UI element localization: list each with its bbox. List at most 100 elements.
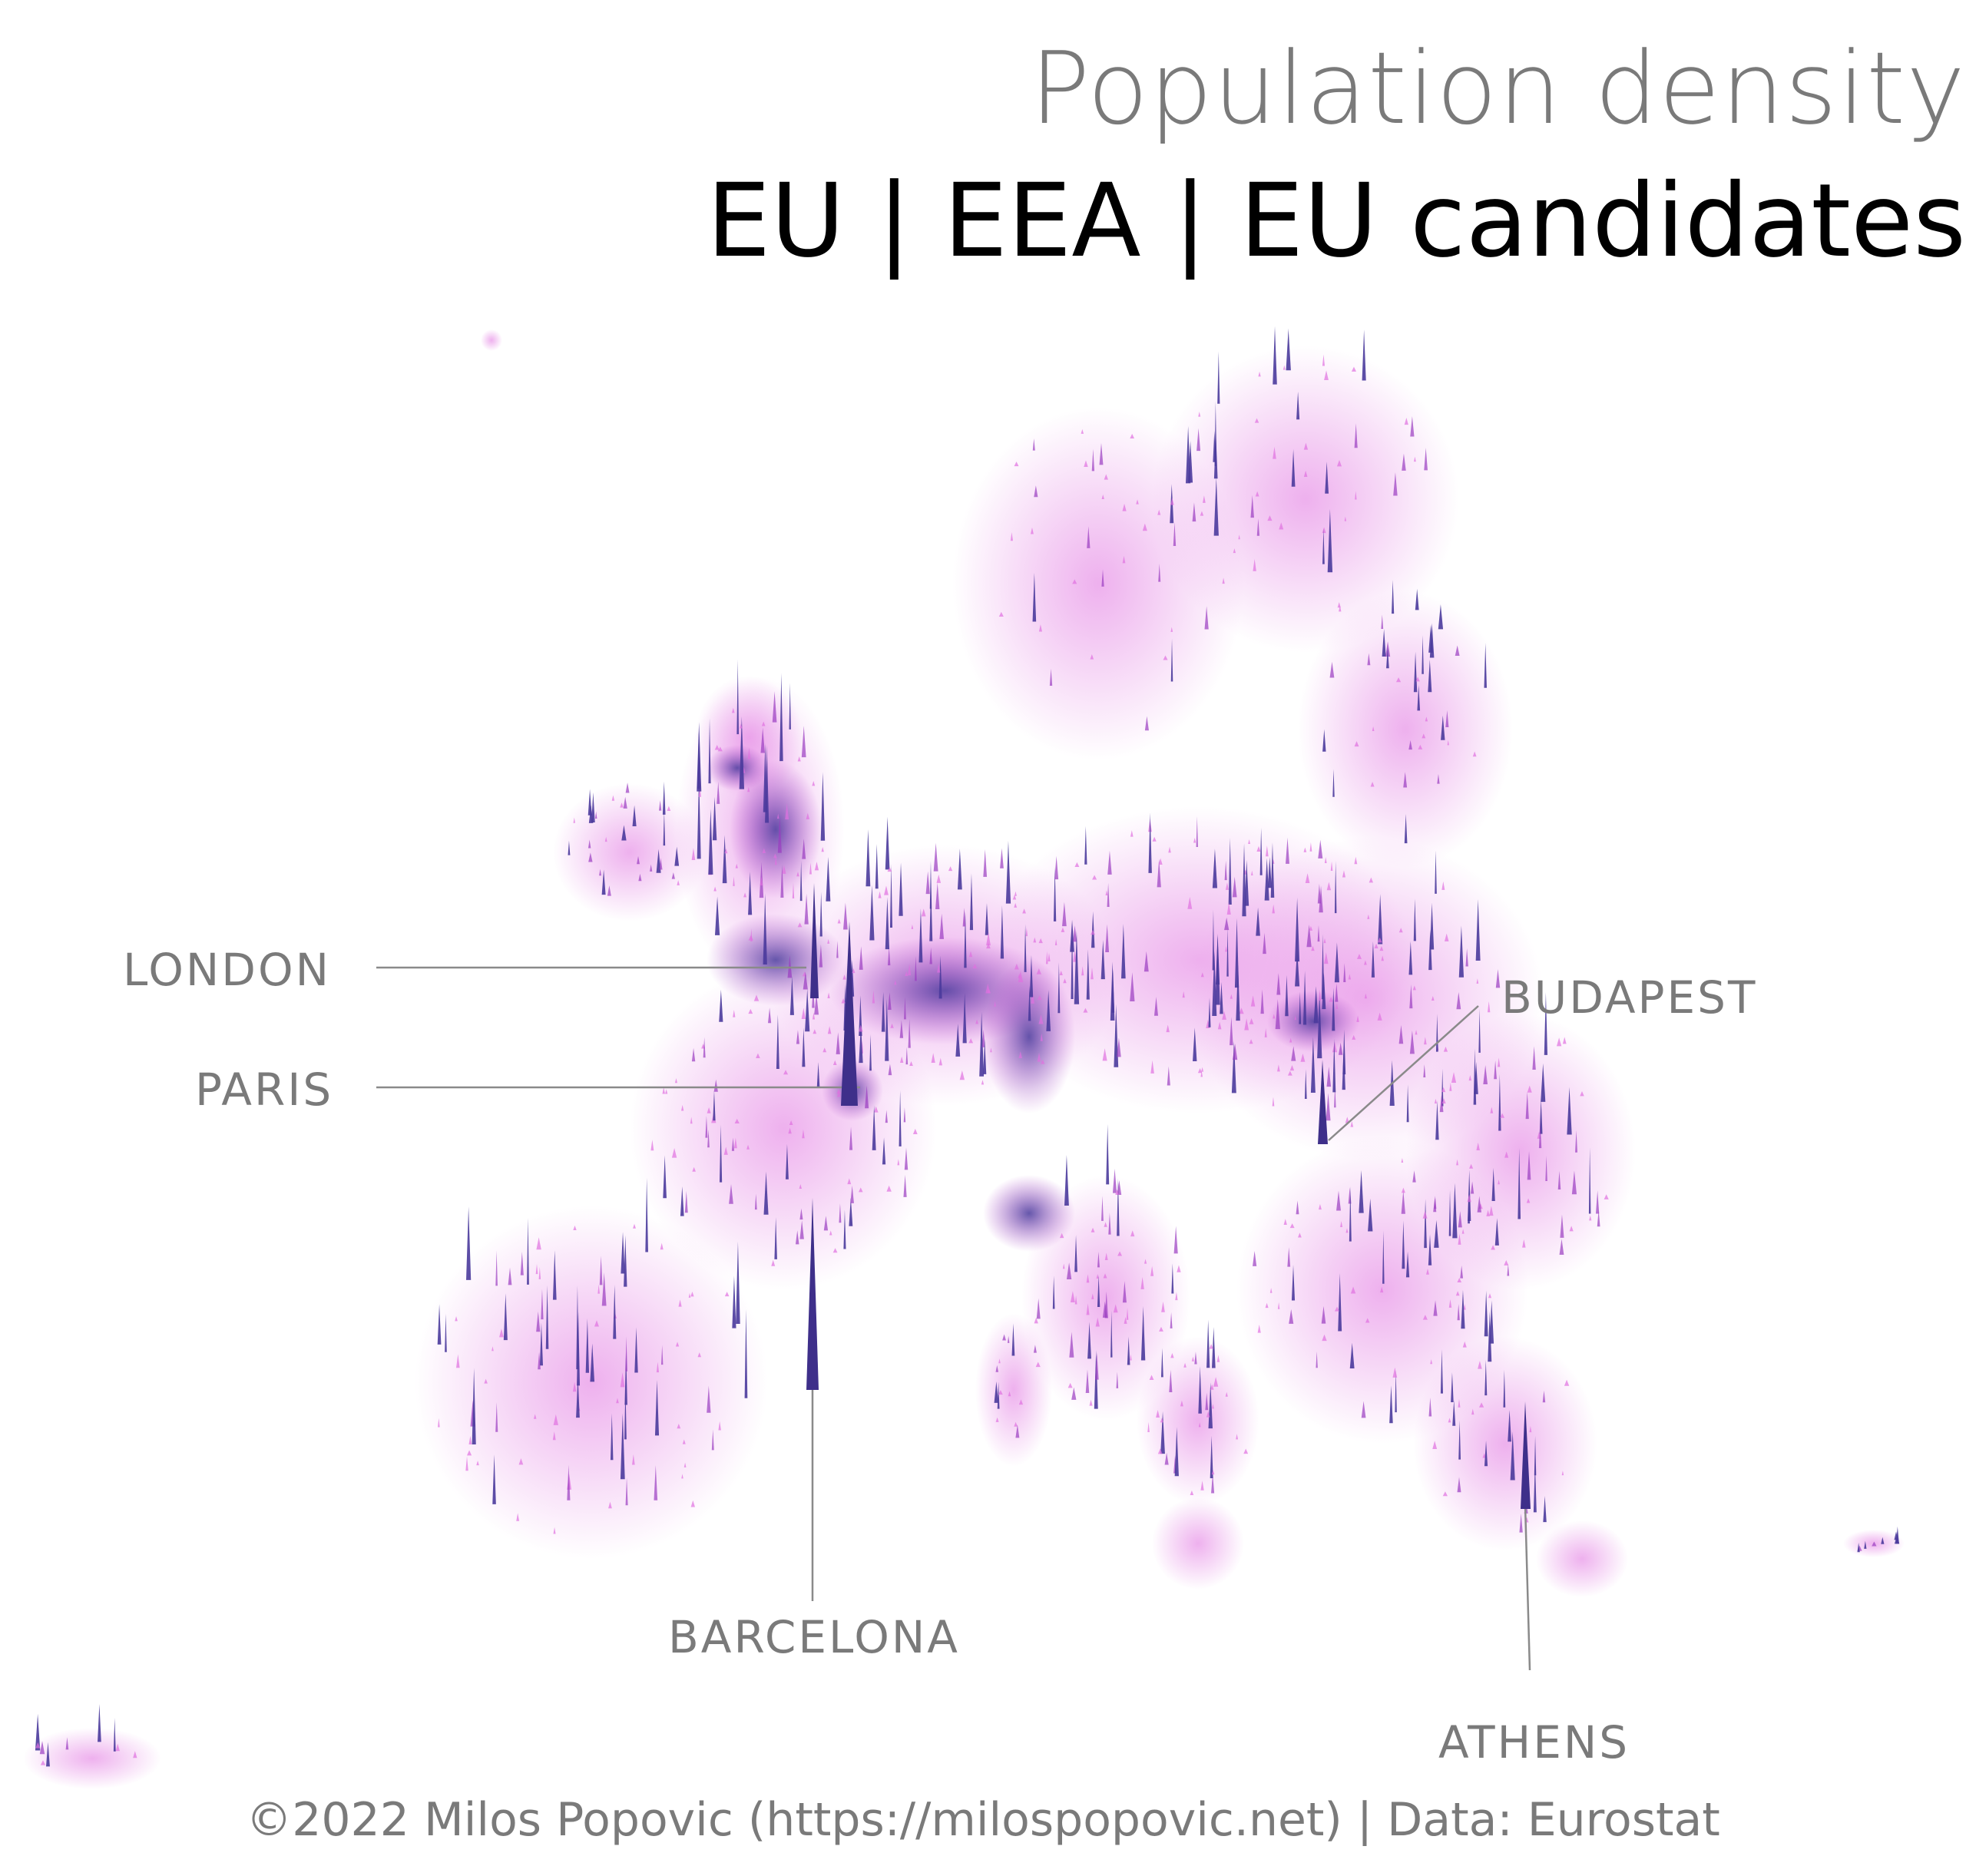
density-spike	[1000, 848, 1004, 869]
density-spike	[588, 852, 593, 862]
density-spike	[553, 1527, 556, 1534]
density-spike	[985, 903, 989, 935]
density-spike	[1443, 1046, 1448, 1052]
density-spike	[1248, 839, 1250, 845]
density-spike	[885, 1110, 888, 1123]
density-spike	[865, 1085, 869, 1109]
density-spike	[65, 1737, 69, 1750]
density-spike	[1258, 371, 1261, 377]
density-spike	[1567, 1087, 1572, 1135]
density-spike	[729, 1183, 733, 1204]
density-spike	[1272, 904, 1275, 914]
density-spike	[1249, 1039, 1253, 1044]
density-spike	[1034, 485, 1038, 498]
density-spike	[1224, 860, 1227, 881]
density-spike	[1273, 326, 1277, 385]
density-spike	[1157, 859, 1161, 888]
density-spike	[1070, 1291, 1075, 1303]
density-spike	[476, 1461, 479, 1466]
density-spike	[1319, 885, 1323, 913]
density-spike	[1522, 1239, 1526, 1248]
density-spike	[1309, 925, 1313, 931]
density-spike	[597, 1284, 600, 1294]
density-spike	[536, 1237, 541, 1250]
density-spike	[724, 848, 728, 854]
density-spike	[1589, 1215, 1592, 1221]
density-spike	[568, 840, 571, 855]
density-spike	[1489, 1300, 1494, 1344]
density-spike	[1036, 1298, 1041, 1319]
density-spike	[847, 1178, 852, 1185]
density-spike	[1104, 1252, 1108, 1261]
density-spike	[1096, 1273, 1099, 1279]
density-spike	[1048, 952, 1051, 961]
density-spike	[849, 1197, 853, 1226]
label-budapest: BUDAPEST	[1501, 971, 1758, 1024]
density-spike	[1054, 855, 1059, 880]
density-spike	[1338, 1042, 1343, 1055]
density-spike	[1439, 1094, 1444, 1113]
density-spike	[812, 1012, 816, 1020]
density-spike	[929, 947, 932, 964]
density-spike	[1032, 572, 1037, 622]
density-spike	[1222, 577, 1225, 584]
density-spike	[1191, 1356, 1195, 1362]
density-spike	[1018, 971, 1024, 983]
density-spike	[1332, 1041, 1338, 1053]
density-spike	[1303, 442, 1309, 450]
density-spike	[785, 803, 789, 820]
density-spike	[1364, 993, 1367, 999]
density-spike	[1525, 1091, 1529, 1120]
density-spike	[1071, 1387, 1077, 1400]
density-spike	[1012, 895, 1017, 900]
density-spike	[1534, 1435, 1537, 1476]
density-spike	[1174, 1427, 1179, 1477]
density-spike	[777, 816, 782, 853]
density-spike	[1073, 951, 1077, 962]
density-spike	[1448, 1190, 1451, 1236]
density-spike	[1203, 495, 1206, 503]
density-spike	[1117, 1251, 1123, 1256]
density-spike	[1367, 653, 1371, 666]
density-spikes	[35, 326, 1900, 1767]
density-spike	[1344, 516, 1347, 521]
density-spike	[760, 876, 763, 886]
density-spike	[573, 1225, 577, 1231]
density-spike	[1351, 366, 1356, 372]
density-spike	[1519, 1513, 1523, 1533]
density-spike	[1569, 1226, 1574, 1232]
density-spike	[1329, 661, 1335, 678]
density-spike	[899, 1056, 904, 1063]
density-spike	[1406, 1084, 1409, 1123]
density-spike	[1369, 877, 1373, 883]
density-spike	[456, 1354, 460, 1368]
density-spike	[1142, 523, 1147, 531]
paris-peak	[841, 921, 858, 1106]
density-spike	[1211, 1474, 1215, 1494]
density-spike	[1147, 1421, 1150, 1433]
density-spike	[929, 861, 932, 909]
density-spike	[1276, 973, 1281, 995]
density-spike	[1500, 1113, 1505, 1118]
density-spike	[1087, 1322, 1091, 1359]
density-spike	[1476, 978, 1479, 984]
density-spike	[1448, 1418, 1451, 1423]
density-spike	[35, 1713, 41, 1751]
density-spike	[968, 951, 973, 958]
density-spike	[1487, 1001, 1491, 1013]
density-spike	[1488, 1311, 1492, 1362]
density-spike	[736, 1241, 740, 1324]
density-spike	[1289, 1223, 1295, 1229]
density-spike	[843, 902, 848, 930]
density-spike	[885, 897, 890, 950]
density-spike	[1382, 629, 1386, 657]
density-spike	[743, 892, 747, 898]
density-spike	[938, 1057, 943, 1066]
density-spike	[1200, 511, 1204, 516]
density-spike	[1238, 534, 1240, 540]
density-spike	[1034, 1317, 1038, 1324]
density-spike	[508, 1267, 512, 1285]
density-spike	[697, 722, 702, 792]
density-spike	[1296, 1200, 1299, 1215]
density-spike	[1317, 883, 1322, 904]
